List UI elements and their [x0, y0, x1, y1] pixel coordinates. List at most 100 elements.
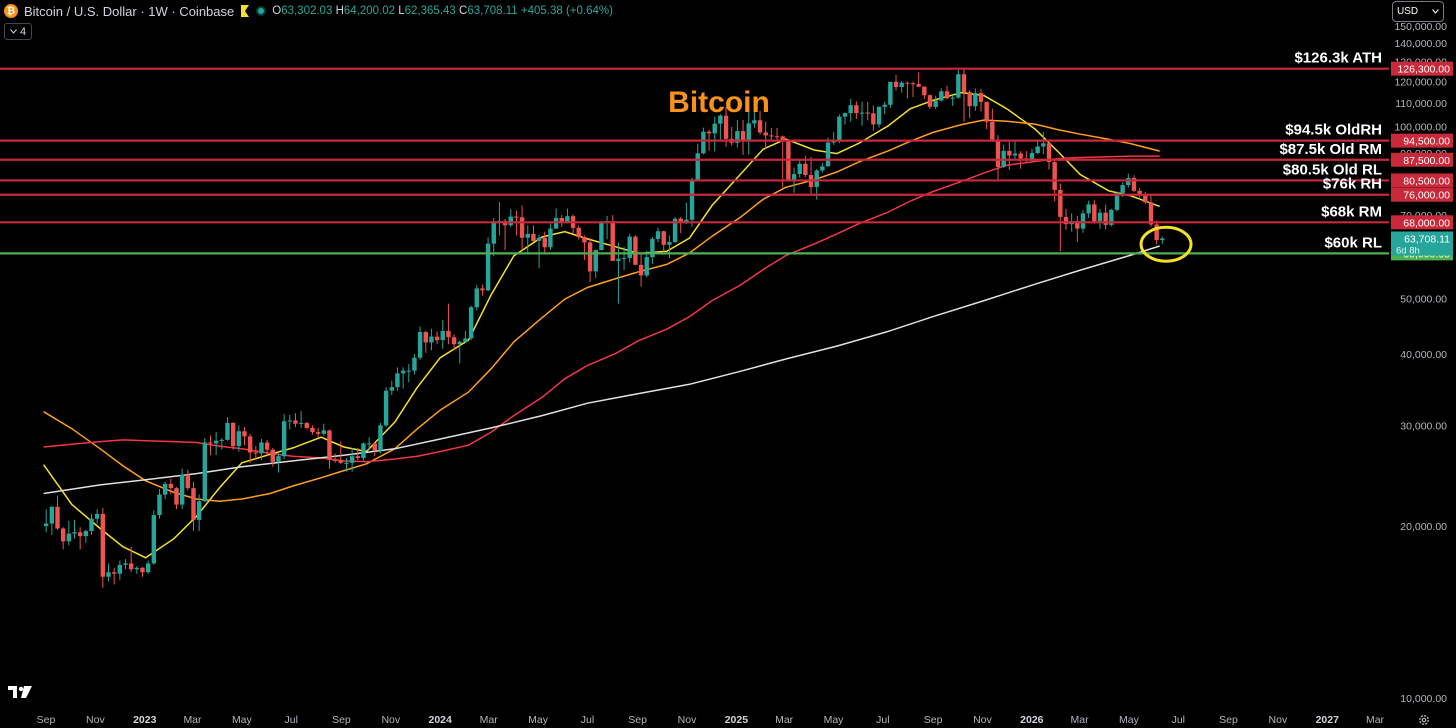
candle — [757, 110, 763, 135]
candle — [627, 233, 632, 263]
candle — [888, 81, 893, 108]
candle-body — [157, 494, 162, 516]
candle-body — [1018, 153, 1023, 159]
candle-body — [480, 288, 485, 291]
candle — [905, 81, 910, 99]
candle-body — [366, 443, 372, 445]
candle-body — [491, 221, 496, 244]
candle — [752, 103, 757, 128]
moving-average-line — [42, 91, 1160, 559]
moving-average-line — [43, 119, 1160, 502]
candle — [536, 234, 542, 269]
candle-body — [1075, 221, 1080, 229]
candle-body — [621, 257, 627, 259]
candle — [859, 101, 865, 126]
symbol-label[interactable]: Bitcoin / U.S. Dollar · 1W · Coinbase — [24, 3, 235, 19]
candle — [548, 223, 553, 251]
open-label: O — [272, 5, 282, 17]
candle — [1109, 208, 1114, 227]
flag-icon[interactable] — [240, 5, 250, 17]
candle — [196, 494, 202, 532]
low-value: 62,365.43 — [404, 5, 456, 17]
candle — [77, 527, 83, 550]
candle — [973, 88, 978, 111]
candle-body — [1160, 238, 1165, 241]
candle-body — [304, 422, 309, 428]
candle — [355, 447, 360, 460]
candle — [865, 101, 870, 121]
candle — [247, 433, 253, 463]
settings-gear-icon[interactable] — [1418, 714, 1430, 726]
x-tick-label: May — [1119, 714, 1140, 726]
candle — [236, 425, 242, 452]
candle — [559, 215, 564, 228]
candle-body — [1046, 143, 1052, 163]
x-tick-label: 2026 — [1020, 714, 1044, 726]
candle — [417, 326, 423, 360]
candle — [871, 105, 876, 131]
candle-body — [905, 82, 910, 84]
candle — [457, 340, 462, 364]
candle-body — [253, 452, 259, 454]
candle-body — [899, 82, 904, 88]
candle — [984, 101, 989, 130]
y-tick-label: 30,000.00 — [1400, 420, 1447, 432]
candle-body — [446, 330, 451, 338]
price-level-badge-text: 76,000.00 — [1403, 190, 1450, 202]
candle-body — [990, 121, 995, 141]
candle-body — [644, 257, 649, 276]
candle — [1092, 199, 1097, 224]
candle — [831, 131, 836, 145]
candle — [1154, 220, 1159, 245]
candle — [995, 135, 1001, 181]
candle — [950, 95, 955, 106]
x-tick-label: 2027 — [1316, 714, 1340, 726]
candle-body — [440, 330, 445, 341]
candle — [967, 89, 972, 119]
candle-body — [831, 141, 836, 143]
candle — [230, 422, 236, 450]
x-tick-label: Sep — [628, 714, 647, 726]
price-levels: $126.3k ATH 126,300.00 $94.5k OldRH 94,500.… — [0, 50, 1453, 261]
candle-body — [893, 81, 899, 88]
candle — [1001, 144, 1006, 168]
y-tick-label: 20,000.00 — [1400, 521, 1447, 533]
candle — [185, 469, 191, 491]
candle-body — [395, 373, 400, 388]
candle — [406, 364, 411, 383]
tradingview-logo-icon[interactable] — [8, 685, 32, 699]
y-tick-label: 120,000.00 — [1394, 76, 1447, 88]
candle-body — [837, 116, 842, 142]
candle — [463, 330, 468, 344]
x-tick-label: Nov — [678, 714, 697, 726]
candle — [100, 508, 106, 588]
candle-body — [179, 474, 185, 505]
candle-body — [1103, 212, 1108, 225]
candle-body — [349, 456, 355, 463]
candle-body — [678, 218, 683, 223]
candle — [933, 95, 938, 110]
chart-title: Bitcoin — [668, 86, 770, 119]
currency-selector[interactable]: USD — [1392, 1, 1444, 22]
candle — [480, 284, 485, 296]
y-tick-label: 40,000.00 — [1400, 349, 1447, 361]
x-axis: Sep Nov 2023 Mar May Jul Sep Nov 2024 Mar May Jul Se… — [37, 714, 1385, 726]
candle-body — [695, 153, 700, 181]
candle — [667, 235, 672, 258]
candle-body — [123, 563, 128, 565]
candle — [599, 220, 604, 251]
candle — [531, 225, 536, 243]
candle — [134, 566, 140, 574]
moving-averages — [42, 91, 1160, 559]
ohlc-values: O63,302.03 H64,200.02 L62,365.43 C63,708… — [272, 5, 613, 17]
x-tick-label: 2025 — [725, 714, 749, 726]
candle-body — [457, 341, 462, 345]
candle — [746, 111, 751, 155]
candle-body — [378, 425, 383, 451]
candle — [83, 529, 89, 543]
candle-body — [389, 387, 394, 391]
candle — [604, 215, 610, 240]
indicators-toggle[interactable]: 4 — [4, 23, 32, 40]
